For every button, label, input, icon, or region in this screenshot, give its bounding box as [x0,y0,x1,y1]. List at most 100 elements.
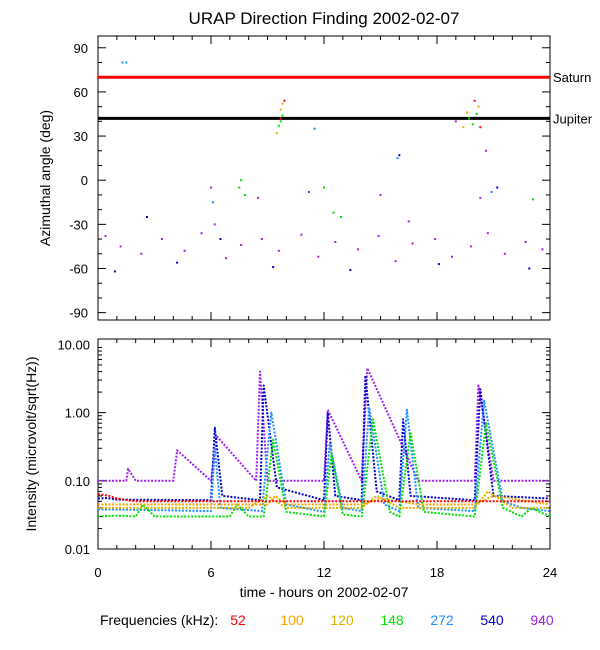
legend-item-540khz: 540 [480,612,504,628]
azimuth-y-tick-label: -60 [69,261,88,276]
x-tick-label: 12 [317,565,331,580]
azimuth-point-148khz [532,198,535,201]
azimuth-point-540khz [496,186,499,189]
x-tick-label: 18 [430,565,444,580]
azimuth-point-940khz [334,241,337,244]
azimuth-ticks: 90 60 30 0 -30 -60 -90 [69,36,551,321]
azimuth-y-tick-label: 30 [74,129,88,144]
azimuth-y-tick-label: 60 [74,85,88,100]
azimuth-point-540khz [437,263,440,266]
intensity-y-axis-label: Intensity (microvolt/sqrt(Hz)) [23,356,39,531]
intensity-series-540khz [97,374,551,502]
azimuth-point-272khz [121,61,124,64]
azimuth-point-940khz [379,193,382,196]
azimuth-point-272khz [490,190,493,193]
azimuth-point-100khz [477,105,480,108]
azimuth-point-940khz [213,223,216,226]
azimuth-point-940khz [317,255,320,258]
azimuth-point-940khz [479,196,482,199]
azimuth-point-940khz [200,232,203,235]
azimuth-point-940khz [434,238,437,241]
azimuth-point-940khz [140,252,143,255]
azimuth-point-940khz [394,260,397,263]
legend-items: 52 100 120 148 272 540 940 [230,612,554,628]
azimuth-panel: 90 60 30 0 -30 -60 -90 Saturn Jupiter Azimuthal… [37,35,593,321]
azimuth-point-100khz [281,102,284,105]
x-axis-label: time - hours on 2002-02-07 [240,584,409,600]
azimuth-point-148khz [471,123,474,126]
reference-label-jupiter: Jupiter [553,111,593,126]
azimuth-point-52khz [473,99,476,102]
azimuth-point-940khz [277,249,280,252]
azimuth-point-940khz [300,233,303,236]
azimuth-point-148khz [243,193,246,196]
azimuth-point-940khz [407,220,410,223]
azimuth-point-148khz [339,215,342,218]
legend-item-52khz: 52 [230,612,246,628]
azimuth-y-tick-label: 0 [81,173,88,188]
reference-label-saturn: Saturn [553,70,591,85]
azimuth-data-points [104,61,544,273]
legend-item-100khz: 100 [280,612,304,628]
azimuth-point-940khz [486,232,489,235]
intensity-series-940khz [98,367,550,482]
intensity-y-tick-label: 0.01 [65,542,90,557]
azimuth-point-940khz [225,257,228,260]
azimuth-point-540khz [272,266,275,269]
intensity-plot-frame [97,338,551,550]
frequency-legend: Frequencies (kHz): 52 100 120 148 272 540 940 [100,612,554,628]
azimuth-point-540khz [398,154,401,157]
azimuth-point-148khz [332,211,335,214]
intensity-y-tick-label: 0.10 [65,474,90,489]
azimuth-point-148khz [323,186,325,189]
azimuth-point-148khz [475,112,478,115]
azimuth-point-940khz [356,248,359,251]
x-tick-label: 0 [94,565,101,580]
azimuth-point-940khz [469,245,472,248]
intensity-series-52khz [97,493,550,503]
azimuth-point-52khz [479,126,482,129]
azimuth-point-272khz [125,61,128,64]
azimuth-point-940khz [210,186,212,189]
azimuth-point-940khz [377,235,380,238]
legend-item-940khz: 940 [530,612,554,628]
intensity-series [97,367,551,518]
azimuth-y-tick-label: -90 [69,306,88,321]
x-tick-label: 24 [543,565,557,580]
azimuth-point-540khz [219,238,222,241]
azimuth-point-272khz [211,201,214,204]
azimuth-point-940khz [240,243,243,246]
azimuth-point-540khz [349,268,352,271]
azimuth-point-120khz [466,111,469,114]
azimuth-y-tick-label: -30 [69,217,88,232]
azimuth-y-axis-label: Azimuthal angle (deg) [37,110,53,246]
azimuth-point-540khz [145,215,148,218]
chart-title: URAP Direction Finding 2002-02-07 [189,9,460,28]
azimuth-point-148khz [279,120,282,123]
intensity-y-tick-label: 10.00 [57,337,90,352]
intensity-ticks: 10.00 1.00 0.10 0.01 0 6 12 18 24 [57,337,557,580]
azimuth-point-52khz [279,117,282,120]
azimuth-point-52khz [283,99,286,102]
azimuth-point-540khz [176,261,179,264]
legend-item-120khz: 120 [330,612,354,628]
azimuth-point-148khz [277,124,280,127]
azimuth-point-272khz [396,157,399,160]
azimuth-point-940khz [411,242,414,245]
intensity-series-148khz [97,418,551,518]
azimuth-point-120khz [279,108,282,111]
azimuth-point-940khz [119,245,122,248]
azimuth-point-272khz [313,127,316,130]
azimuth-point-100khz [462,126,465,129]
azimuth-point-940khz [524,241,527,244]
reference-lines: Saturn Jupiter [98,70,593,126]
legend-item-148khz: 148 [380,612,404,628]
azimuth-y-tick-label: 90 [74,41,88,56]
azimuth-point-940khz [454,120,457,123]
legend-label: Frequencies (kHz): [100,612,218,628]
azimuth-point-940khz [260,238,263,241]
azimuth-point-148khz [238,186,241,189]
azimuth-point-940khz [257,196,260,199]
azimuth-point-940khz [307,190,310,193]
